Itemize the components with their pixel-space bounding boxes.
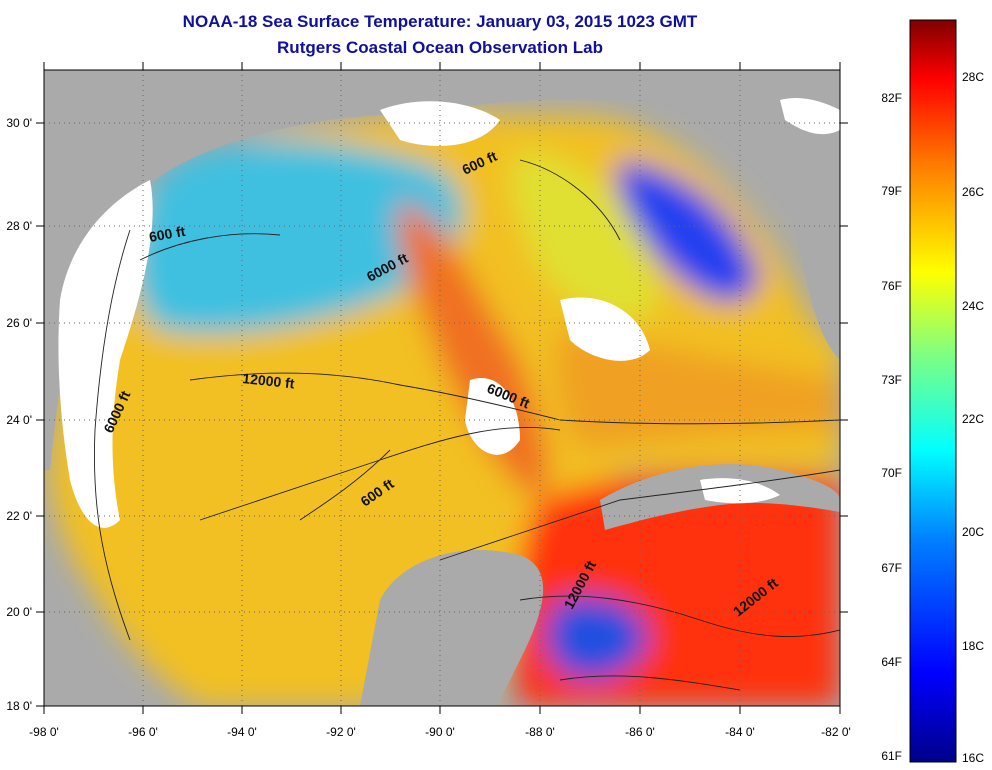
lon-label: -88 0' — [525, 725, 555, 739]
lat-label: 28 0' — [6, 219, 32, 233]
us-coast-land — [44, 70, 780, 470]
colorbar-c-label: 16C — [962, 751, 984, 765]
map-subtitle: Rutgers Coastal Ocean Observation Lab — [277, 38, 603, 57]
lon-label: -94 0' — [227, 725, 257, 739]
lat-label: 18 0' — [6, 699, 32, 713]
colorbar-c-label: 20C — [962, 525, 984, 539]
lon-label: -96 0' — [128, 725, 158, 739]
colorbar-f-label: 64F — [881, 655, 902, 669]
lat-label: 22 0' — [6, 509, 32, 523]
florida-land — [770, 70, 840, 360]
contour-label: 12000 ft — [242, 370, 296, 391]
longitude-labels: -98 0' -96 0' -94 0' -92 0' -90 0' -88 0… — [29, 725, 851, 739]
lon-label: -82 0' — [821, 725, 851, 739]
lat-label: 26 0' — [6, 316, 32, 330]
yucatan-land — [360, 550, 544, 706]
lat-label: 24 0' — [6, 413, 32, 427]
bathymetry-contours — [93, 159, 840, 691]
graticule — [44, 70, 840, 706]
colorbar-c-label: 28C — [962, 70, 984, 84]
lon-label: -90 0' — [425, 725, 455, 739]
colorbar-c-label: 18C — [962, 639, 984, 653]
colorbar-c-label: 26C — [962, 185, 984, 199]
colorbar-c-label: 24C — [962, 299, 984, 313]
colorbar-f-label: 82F — [881, 91, 902, 105]
colorbar-c-label: 22C — [962, 412, 984, 426]
latitude-labels: 30 0' 28 0' 26 0' 24 0' 22 0' 20 0' 18 0… — [6, 116, 32, 713]
colorbar-f-label: 61F — [881, 749, 902, 763]
colorbar-f-label: 79F — [881, 184, 902, 198]
lon-label: -92 0' — [326, 725, 356, 739]
colorbar-f-label: 76F — [881, 279, 902, 293]
colorbar-celsius-labels: 28C 26C 24C 22C 20C 18C 16C — [962, 70, 984, 765]
lon-label: -98 0' — [29, 725, 59, 739]
colorbar-fahrenheit-labels: 82F 79F 76F 73F 70F 67F 64F 61F — [881, 91, 902, 763]
colorbar-f-label: 73F — [881, 373, 902, 387]
lat-label: 30 0' — [6, 116, 32, 130]
map-title: NOAA-18 Sea Surface Temperature: January… — [182, 12, 698, 31]
map-frame — [43, 69, 841, 707]
lat-label: 20 0' — [6, 605, 32, 619]
lon-label: -86 0' — [625, 725, 655, 739]
cloud-mask — [58, 98, 840, 528]
colorbar-f-label: 67F — [881, 561, 902, 575]
frame-ticks — [36, 62, 848, 714]
contour-label: 600 ft — [148, 223, 187, 245]
lon-label: -84 0' — [725, 725, 755, 739]
colorbar-f-label: 70F — [881, 466, 902, 480]
colorbar — [909, 19, 957, 763]
